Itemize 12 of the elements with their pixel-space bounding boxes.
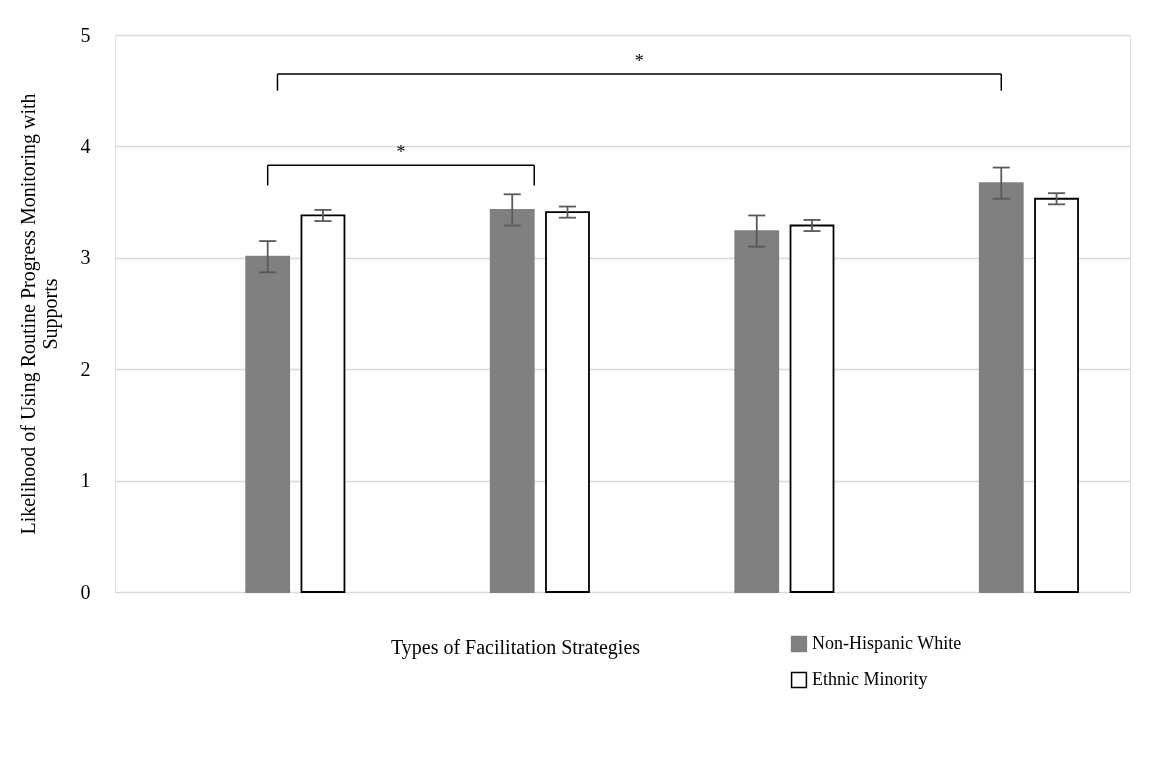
legend-label: Ethnic Minority xyxy=(812,669,928,689)
annotation: * xyxy=(396,142,406,163)
y-tick-label: 4 xyxy=(80,134,91,157)
legend-label: Non-Hispanic White xyxy=(812,633,962,653)
y-tick-label: 5 xyxy=(80,23,91,46)
y-tick-label: 1 xyxy=(80,469,91,492)
y-tick-label: 0 xyxy=(80,580,91,603)
y-tick-label: 3 xyxy=(80,246,91,269)
annotation: * xyxy=(634,50,644,71)
x-axis-title: Types of Facilitation Strategies xyxy=(390,635,641,659)
y-axis-title: Likelihood of Using Routine Progress Monitoring with Supports xyxy=(16,93,62,535)
y-tick-label: 2 xyxy=(80,357,91,380)
